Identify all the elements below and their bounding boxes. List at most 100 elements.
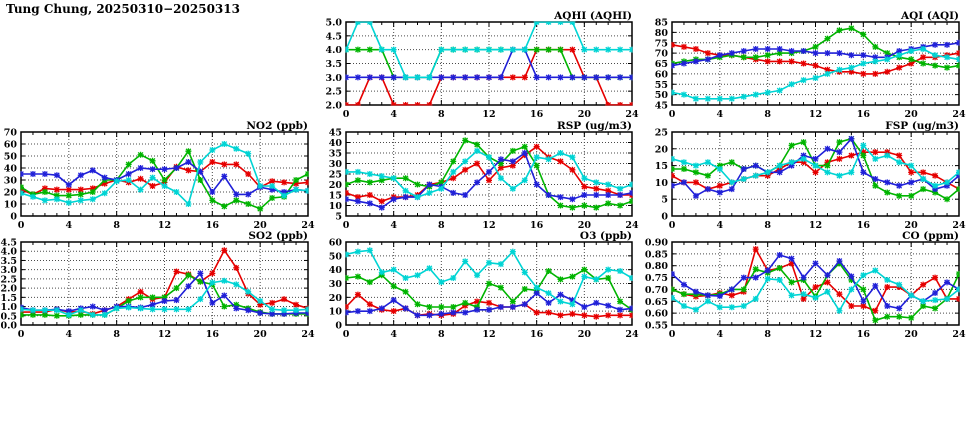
svg-text:20: 20 — [655, 144, 669, 155]
svg-text:20: 20 — [905, 109, 919, 120]
svg-text:25: 25 — [655, 128, 668, 139]
svg-text:0: 0 — [18, 220, 25, 231]
chart-title-so2: SO2 (ppb) — [248, 230, 308, 242]
chart-title-rsp: RSP (ug/m3) — [556, 120, 632, 132]
svg-text:20: 20 — [905, 220, 919, 231]
svg-text:0: 0 — [669, 220, 676, 231]
svg-text:0.55: 0.55 — [645, 321, 668, 332]
svg-text:2.0: 2.0 — [0, 284, 17, 295]
svg-text:12: 12 — [158, 220, 171, 231]
svg-text:12: 12 — [809, 109, 822, 120]
svg-text:4: 4 — [390, 109, 397, 120]
chart-title-o3: O3 (ppb) — [579, 230, 632, 242]
svg-text:24: 24 — [625, 329, 639, 340]
chart-title-aqhi: AQHI (AQHI) — [554, 10, 632, 22]
svg-text:5.0: 5.0 — [325, 18, 342, 29]
svg-text:0.75: 0.75 — [645, 273, 668, 284]
svg-text:4: 4 — [390, 329, 397, 340]
svg-text:4.0: 4.0 — [325, 45, 342, 56]
svg-text:4: 4 — [717, 220, 724, 231]
svg-text:0: 0 — [18, 329, 25, 340]
svg-text:0.0: 0.0 — [0, 321, 17, 332]
svg-text:0.70: 0.70 — [645, 285, 669, 296]
svg-text:4.0: 4.0 — [0, 247, 17, 258]
svg-text:0.90: 0.90 — [645, 238, 669, 249]
svg-text:4: 4 — [717, 329, 724, 340]
svg-text:24: 24 — [625, 109, 639, 120]
svg-text:24: 24 — [301, 220, 315, 231]
svg-text:0.60: 0.60 — [645, 309, 669, 320]
svg-text:40: 40 — [4, 164, 18, 175]
svg-text:16: 16 — [857, 329, 871, 340]
svg-text:8: 8 — [438, 220, 445, 231]
svg-text:10: 10 — [329, 201, 343, 212]
svg-text:12: 12 — [809, 329, 822, 340]
svg-text:1.0: 1.0 — [0, 302, 17, 313]
svg-text:16: 16 — [530, 109, 544, 120]
svg-text:10: 10 — [655, 178, 669, 189]
svg-text:24: 24 — [301, 329, 315, 340]
svg-text:12: 12 — [482, 220, 495, 231]
svg-text:4: 4 — [717, 109, 724, 120]
svg-text:12: 12 — [158, 329, 171, 340]
svg-text:40: 40 — [329, 265, 343, 276]
svg-text:25: 25 — [329, 170, 342, 181]
svg-text:20: 20 — [578, 109, 592, 120]
svg-text:16: 16 — [857, 220, 871, 231]
svg-text:3.5: 3.5 — [0, 256, 17, 267]
svg-text:80: 80 — [655, 28, 669, 39]
svg-text:60: 60 — [655, 69, 669, 80]
svg-text:24: 24 — [952, 329, 966, 340]
svg-text:16: 16 — [206, 220, 220, 231]
svg-text:40: 40 — [329, 138, 343, 149]
svg-text:0: 0 — [10, 212, 17, 223]
svg-text:4: 4 — [66, 220, 73, 231]
svg-text:4: 4 — [390, 220, 397, 231]
svg-text:16: 16 — [530, 329, 544, 340]
svg-text:5: 5 — [661, 195, 668, 206]
svg-text:20: 20 — [905, 329, 919, 340]
svg-text:3.0: 3.0 — [325, 73, 342, 84]
svg-text:20: 20 — [254, 329, 268, 340]
svg-text:20: 20 — [329, 180, 343, 191]
svg-text:20: 20 — [4, 188, 18, 199]
svg-text:75: 75 — [655, 38, 668, 49]
svg-text:50: 50 — [329, 251, 343, 262]
svg-text:10: 10 — [329, 307, 343, 318]
svg-text:0.5: 0.5 — [0, 311, 17, 322]
svg-text:2.5: 2.5 — [0, 274, 17, 285]
svg-text:0: 0 — [343, 220, 350, 231]
chart-title-aqi: AQI (AQI) — [900, 10, 959, 22]
svg-text:4.5: 4.5 — [0, 238, 17, 249]
chart-title-co: CO (ppm) — [902, 230, 959, 242]
svg-text:20: 20 — [578, 220, 592, 231]
svg-text:12: 12 — [809, 220, 822, 231]
svg-text:0: 0 — [669, 109, 676, 120]
chart-title-fsp: FSP (ug/m3) — [885, 120, 959, 132]
svg-text:15: 15 — [655, 161, 668, 172]
svg-text:20: 20 — [578, 329, 592, 340]
svg-text:70: 70 — [655, 49, 669, 60]
svg-text:10: 10 — [4, 200, 18, 211]
svg-text:12: 12 — [482, 329, 495, 340]
svg-text:20: 20 — [329, 293, 343, 304]
svg-text:15: 15 — [329, 191, 342, 202]
svg-text:0: 0 — [335, 321, 342, 332]
svg-text:45: 45 — [655, 101, 668, 112]
svg-text:30: 30 — [329, 159, 343, 170]
svg-text:8: 8 — [764, 220, 771, 231]
svg-text:8: 8 — [113, 329, 120, 340]
svg-text:24: 24 — [625, 220, 639, 231]
svg-text:2.5: 2.5 — [325, 87, 342, 98]
svg-text:12: 12 — [482, 109, 495, 120]
svg-text:1.5: 1.5 — [0, 293, 17, 304]
svg-text:24: 24 — [952, 220, 966, 231]
chart-title-no2: NO2 (ppb) — [246, 120, 308, 132]
svg-text:60: 60 — [329, 238, 343, 249]
svg-text:8: 8 — [438, 329, 445, 340]
svg-text:16: 16 — [206, 329, 220, 340]
svg-text:8: 8 — [438, 109, 445, 120]
svg-text:55: 55 — [655, 80, 668, 91]
svg-text:16: 16 — [857, 109, 871, 120]
